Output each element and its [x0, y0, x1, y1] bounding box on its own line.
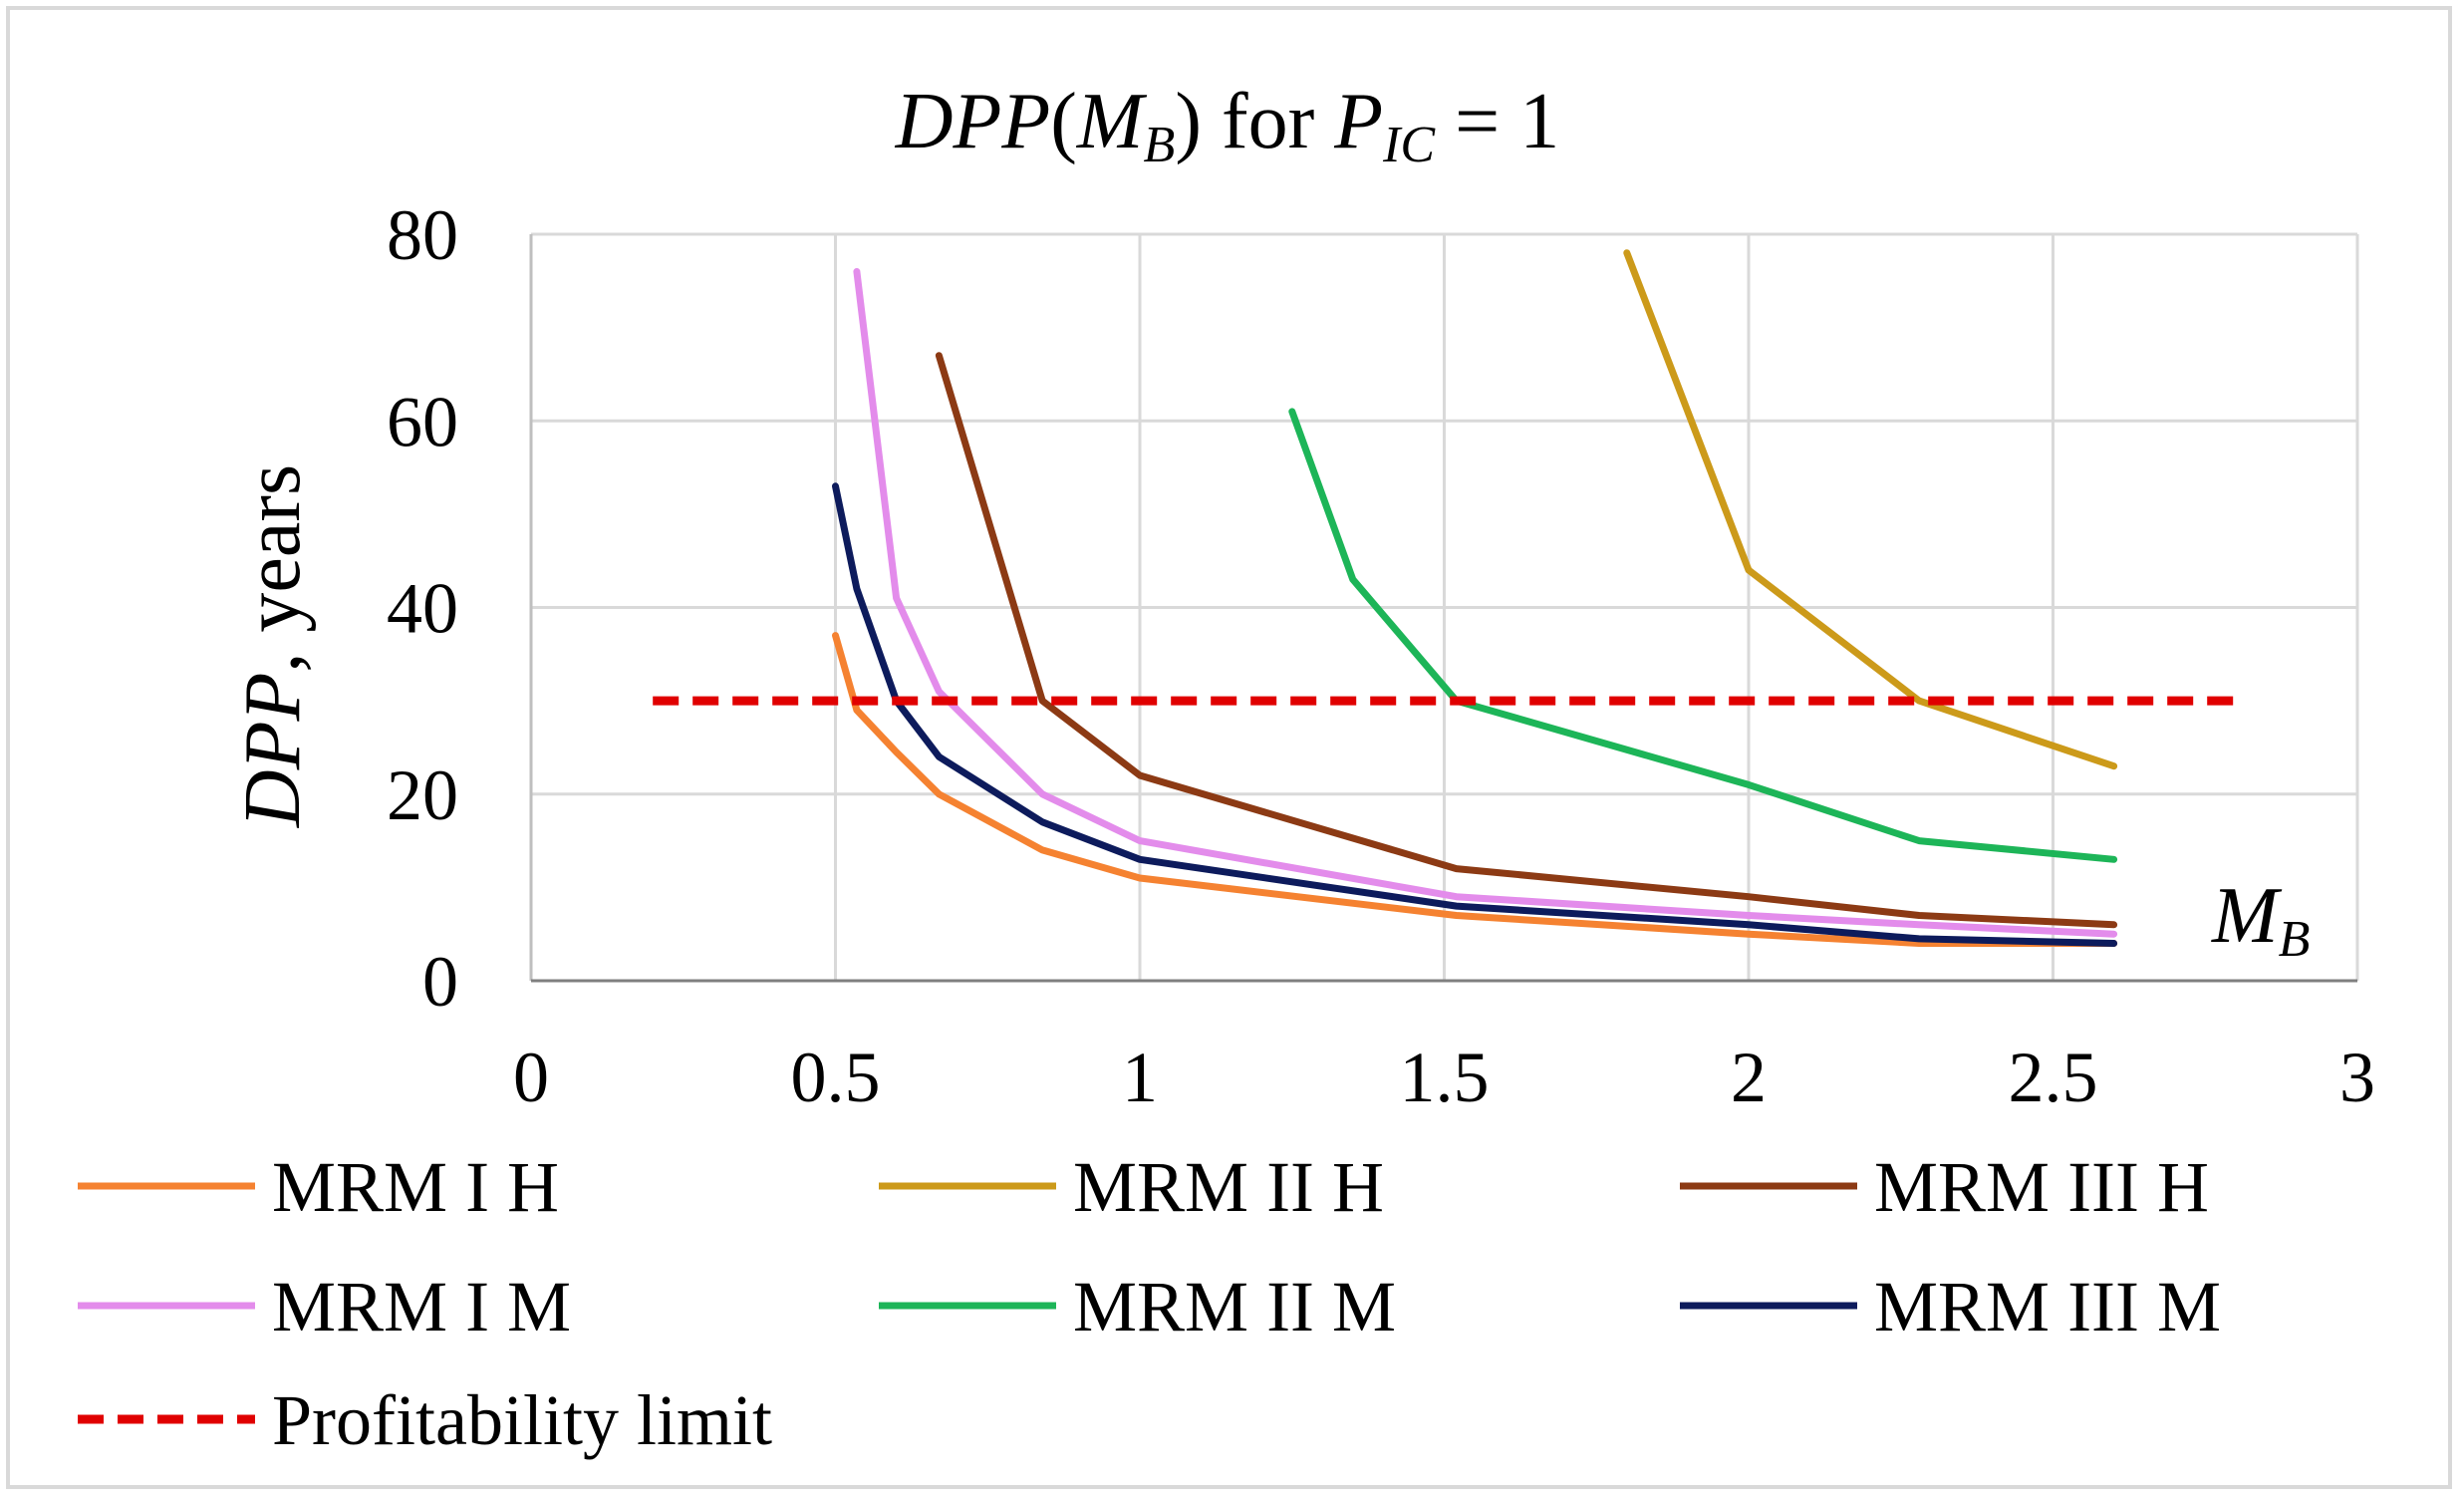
series-line-mrm-iii-m	[832, 482, 2118, 947]
axes	[529, 234, 2357, 983]
y-tick-label-20: 20	[387, 755, 458, 835]
x-tick-label-2: 2	[1731, 1038, 1767, 1117]
x-tick-label-2.5: 2.5	[2009, 1038, 2098, 1117]
title-p: P	[1333, 78, 1383, 165]
x-label-m: M	[2211, 872, 2283, 960]
y-tick-label-40: 40	[387, 569, 458, 649]
legend-item-mrm-iii-m: MRM III M	[1680, 1267, 2221, 1347]
x-tick-label-0.5: 0.5	[791, 1038, 881, 1117]
title-b-sub: B	[1144, 117, 1176, 173]
legend-item-mrm-ii-h: MRM II H	[879, 1147, 1384, 1227]
legend-label-mrm-iii-m: MRM III M	[1874, 1267, 2221, 1347]
title-m: M	[1076, 78, 1148, 165]
series-lines	[653, 249, 2236, 947]
legend-item-mrm-iii-h: MRM III H	[1680, 1147, 2209, 1227]
title-dpp: DPP	[895, 78, 1051, 165]
series-line-mrm-iii-h	[935, 352, 2118, 929]
y-label-years: , years	[229, 464, 317, 673]
x-tick-label-3: 3	[2339, 1038, 2375, 1117]
y-label-dpp: DPP	[229, 673, 317, 829]
title-close-paren: )	[1175, 78, 1202, 165]
chart-frame	[6, 6, 2452, 1489]
x-tick-labels: 0 0.5 1 1.5 2 2.5 3	[513, 1038, 2375, 1117]
legend: MRM I H MRM II H MRM III H MRM I M MRM II M M…	[78, 1147, 2221, 1460]
x-axis-label: MB	[2211, 872, 2310, 968]
chart-title: DPP(MB) for PIC = 1	[895, 78, 1559, 173]
x-label-b-sub: B	[2279, 911, 2311, 968]
title-for: for	[1202, 78, 1334, 165]
x-tick-label-0: 0	[513, 1038, 549, 1117]
y-tick-label-60: 60	[387, 382, 458, 461]
x-tick-label-1: 1	[1122, 1038, 1158, 1117]
y-tick-labels: 0 20 40 60 80	[387, 195, 458, 1022]
series-line-mrm-ii-m	[1288, 408, 2118, 863]
y-axis-label: DPP, years	[229, 464, 317, 828]
legend-label-profitability-limit: Profitability limit	[272, 1380, 772, 1460]
legend-label-mrm-ii-h: MRM II H	[1073, 1147, 1384, 1227]
series-line-mrm-i-h	[832, 632, 2118, 947]
title-equals-value: = 1	[1435, 78, 1559, 165]
legend-label-mrm-iii-h: MRM III H	[1874, 1147, 2209, 1227]
y-tick-label-80: 80	[387, 195, 458, 275]
y-tick-label-0: 0	[422, 942, 458, 1022]
legend-item-mrm-i-m: MRM I M	[78, 1267, 571, 1347]
series-line-mrm-ii-h	[1623, 249, 2118, 770]
x-tick-label-1.5: 1.5	[1400, 1038, 1490, 1117]
legend-item-profitability-limit: Profitability limit	[78, 1380, 772, 1460]
legend-label-mrm-i-h: MRM I H	[272, 1147, 559, 1227]
title-ic-sub: IC	[1382, 117, 1436, 173]
legend-label-mrm-ii-m: MRM II M	[1073, 1267, 1396, 1347]
legend-item-mrm-i-h: MRM I H	[78, 1147, 559, 1227]
legend-label-mrm-i-m: MRM I M	[272, 1267, 571, 1347]
series-line-mrm-i-m	[853, 268, 2118, 938]
title-open-paren: (	[1050, 78, 1077, 165]
legend-item-mrm-ii-m: MRM II M	[879, 1267, 1396, 1347]
